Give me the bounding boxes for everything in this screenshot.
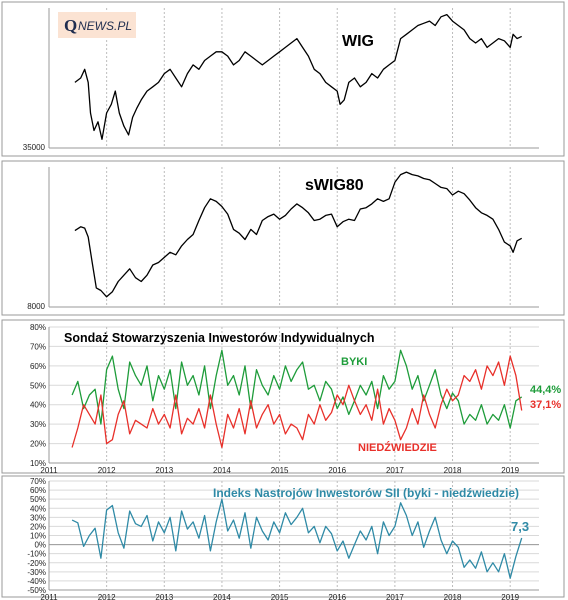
x-tick-label: 2011	[40, 593, 58, 600]
sentiment-ticks: -50%-40%-30%-20%-10%0%10%20%30%40%50%60%…	[27, 477, 519, 600]
logo-letter: Q	[64, 16, 77, 35]
y-tick-label: 60%	[30, 486, 46, 495]
x-tick-label: 2014	[213, 593, 231, 600]
sentiment-grid	[48, 480, 539, 591]
x-tick-label: 2016	[328, 593, 346, 600]
x-tick-label: 2015	[271, 466, 289, 475]
bears-label: NIEDŹWIEDZIE	[358, 441, 437, 454]
sentiment-last-value: 7,3	[511, 519, 529, 534]
y-tick-label: -50%	[27, 586, 46, 595]
bulls-last-value: 44,4%	[530, 384, 561, 396]
swig80-grid	[48, 167, 539, 308]
y-tick-label: 10%	[30, 532, 46, 541]
survey-ticks: 10% 20% 30% 40% 50% 60% 70% 80% 2011 2012 2013 2014…	[30, 323, 520, 475]
x-tick-label: 2012	[98, 593, 116, 600]
series-line	[71, 349, 523, 429]
y-tick-label: -20%	[27, 559, 46, 568]
x-tick-label: 2013	[155, 593, 173, 600]
qnews-logo: Q NEWS.PL	[58, 12, 136, 38]
wig-ticks: 35000	[23, 143, 46, 152]
sentiment-title: Indeks Nastrojów Inwestorów SII (byki - …	[213, 486, 519, 500]
survey-title: Sondaż Stowarzyszenia Inwestorów Indywid…	[64, 331, 374, 345]
y-tick-label: 30%	[30, 513, 46, 522]
wig-series	[74, 13, 522, 140]
y-tick-label: 60%	[30, 362, 46, 371]
swig80-title: sWIG80	[305, 177, 364, 194]
survey-grid	[48, 326, 539, 464]
y-tick-label: 0%	[34, 541, 46, 550]
x-tick-label: 2017	[386, 593, 404, 600]
bulls-label: BYKI	[341, 356, 367, 368]
logo-text: NEWS.PL	[78, 19, 132, 33]
y-tick-label: -10%	[27, 550, 46, 559]
x-tick-label: 2015	[271, 593, 289, 600]
sentiment-series	[71, 498, 523, 579]
swig80-series	[74, 171, 523, 298]
y-tick-label: 40%	[30, 504, 46, 513]
series-line	[74, 13, 522, 140]
series-line	[71, 498, 523, 579]
x-tick-label: 2019	[501, 593, 519, 600]
wig-title: WIG	[342, 33, 374, 50]
y-tick-label: -40%	[27, 577, 46, 586]
y-tick-label: 10%	[30, 459, 46, 468]
y-tick-label: 35000	[23, 143, 46, 152]
wig-grid	[48, 8, 539, 149]
y-tick-label: 70%	[30, 342, 46, 351]
series-line	[71, 355, 523, 449]
y-tick-label: -30%	[27, 568, 46, 577]
y-tick-label: 80%	[30, 323, 46, 332]
x-tick-label: 2017	[386, 466, 404, 475]
x-tick-label: 2018	[444, 466, 462, 475]
x-tick-label: 2012	[98, 466, 116, 475]
bears-last-value: 37,1%	[530, 399, 561, 411]
series-line	[74, 171, 523, 298]
y-tick-label: 20%	[30, 440, 46, 449]
swig80-ticks: 8000	[27, 302, 45, 311]
swig80-panel	[1, 160, 565, 316]
y-tick-label: 20%	[30, 522, 46, 531]
x-tick-label: 2014	[213, 466, 231, 475]
y-tick-label: 50%	[30, 495, 46, 504]
x-tick-label: 2016	[328, 466, 346, 475]
survey-series	[71, 349, 523, 449]
x-tick-label: 2011	[40, 466, 58, 475]
y-tick-label: 30%	[30, 420, 46, 429]
sentiment-panel	[1, 475, 565, 598]
y-tick-label: 70%	[30, 477, 46, 486]
y-tick-label: 40%	[30, 401, 46, 410]
y-tick-label: 50%	[30, 381, 46, 390]
y-tick-label: 8000	[27, 302, 45, 311]
x-tick-label: 2013	[155, 466, 173, 475]
x-tick-label: 2018	[444, 593, 462, 600]
x-tick-label: 2019	[501, 466, 519, 475]
